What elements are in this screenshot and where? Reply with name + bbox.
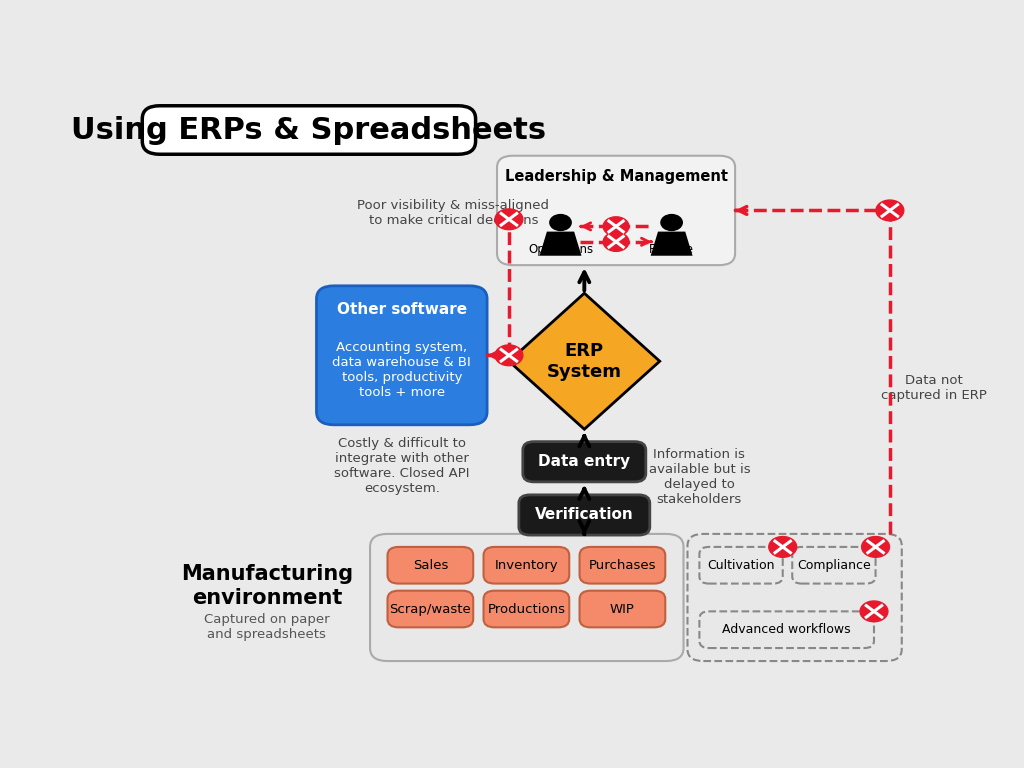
FancyBboxPatch shape [142, 106, 475, 154]
Polygon shape [540, 232, 582, 256]
Circle shape [495, 209, 523, 230]
FancyBboxPatch shape [580, 591, 666, 627]
Text: Accounting system,
data warehouse & BI
tools, productivity
tools + more: Accounting system, data warehouse & BI t… [333, 341, 471, 399]
FancyBboxPatch shape [699, 611, 873, 648]
FancyBboxPatch shape [370, 534, 684, 661]
Text: Information is
available but is
delayed to
stakeholders: Information is available but is delayed … [648, 448, 751, 505]
Text: Purchases: Purchases [589, 559, 656, 571]
Text: Other software: Other software [337, 303, 467, 317]
Circle shape [769, 537, 797, 558]
Circle shape [660, 214, 682, 230]
FancyBboxPatch shape [387, 547, 473, 584]
Circle shape [860, 601, 888, 622]
Text: Poor visibility & miss-aligned
to make critical decisions: Poor visibility & miss-aligned to make c… [357, 200, 549, 227]
Polygon shape [650, 232, 692, 256]
Text: Costly & difficult to
integrate with other
software. Closed API
ecosystem.: Costly & difficult to integrate with oth… [334, 437, 470, 495]
Text: Leadership & Management: Leadership & Management [505, 169, 728, 184]
FancyBboxPatch shape [523, 442, 646, 482]
Polygon shape [509, 293, 659, 429]
Text: Data not
captured in ERP: Data not captured in ERP [881, 374, 986, 402]
Text: Advanced workflows: Advanced workflows [722, 623, 851, 636]
Text: Manufacturing
environment: Manufacturing environment [181, 564, 353, 607]
Text: Captured on paper
and spreadsheets: Captured on paper and spreadsheets [204, 614, 330, 641]
Text: Scrap/waste: Scrap/waste [389, 603, 471, 615]
Text: Finance: Finance [649, 243, 694, 257]
Circle shape [861, 537, 890, 558]
FancyBboxPatch shape [497, 156, 735, 265]
FancyBboxPatch shape [483, 591, 569, 627]
Text: Verification: Verification [535, 508, 634, 522]
FancyBboxPatch shape [687, 534, 902, 661]
Text: Sales: Sales [413, 559, 449, 571]
Circle shape [603, 217, 629, 236]
Text: Compliance: Compliance [797, 559, 870, 571]
Text: Operations: Operations [528, 243, 593, 257]
Text: Data entry: Data entry [539, 454, 631, 469]
FancyBboxPatch shape [793, 547, 876, 584]
Text: Inventory: Inventory [495, 559, 558, 571]
Text: Cultivation: Cultivation [708, 559, 775, 571]
FancyBboxPatch shape [387, 591, 473, 627]
Circle shape [876, 200, 904, 221]
Circle shape [603, 232, 629, 251]
FancyBboxPatch shape [316, 286, 487, 425]
Circle shape [550, 214, 571, 230]
FancyBboxPatch shape [699, 547, 782, 584]
Text: WIP: WIP [610, 603, 635, 615]
Circle shape [495, 345, 523, 366]
FancyBboxPatch shape [519, 495, 650, 535]
Text: Productions: Productions [487, 603, 565, 615]
Text: Using ERPs & Spreadsheets: Using ERPs & Spreadsheets [72, 115, 547, 144]
FancyBboxPatch shape [580, 547, 666, 584]
Text: ERP
System: ERP System [547, 342, 622, 381]
FancyBboxPatch shape [483, 547, 569, 584]
